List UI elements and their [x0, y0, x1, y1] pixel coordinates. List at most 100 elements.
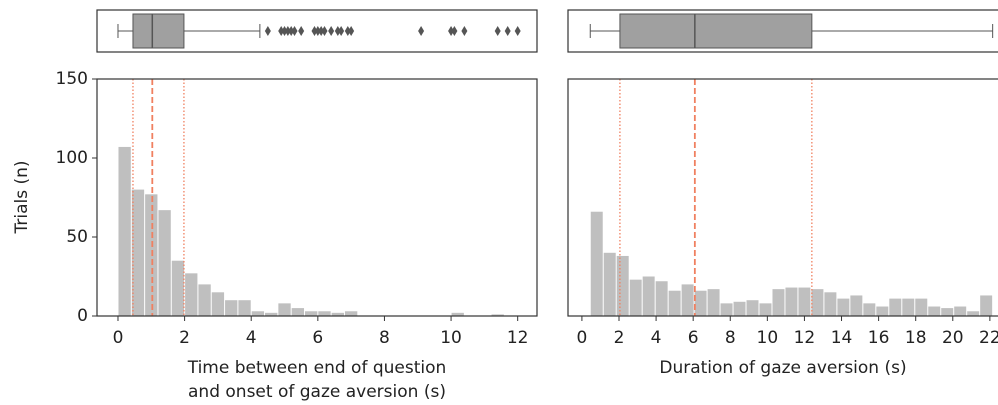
bar: [305, 311, 318, 316]
bar: [185, 273, 198, 316]
outlier: [334, 26, 341, 36]
y-axis-label: Trials (n): [12, 160, 32, 234]
bar: [889, 298, 902, 316]
bar: [238, 300, 251, 316]
outlier: [318, 26, 325, 36]
bar: [198, 284, 211, 316]
x-tick-label: 20: [942, 328, 964, 348]
outlier: [284, 26, 291, 36]
plot-frame: [96, 78, 538, 317]
bar: [824, 292, 837, 316]
bar: [798, 287, 811, 316]
bar: [915, 298, 928, 316]
bar: [331, 312, 344, 316]
bar: [158, 210, 171, 316]
bar: [980, 295, 993, 316]
x-tick-label: 14: [831, 328, 853, 348]
outlier: [281, 26, 288, 36]
x-axis-label: Duration of gaze aversion (s): [659, 358, 906, 378]
bar: [145, 194, 158, 316]
box: [132, 13, 185, 49]
bar: [954, 306, 967, 316]
box-frame: [96, 9, 538, 53]
outlier: [288, 26, 295, 36]
outlier: [418, 26, 425, 36]
bar: [811, 289, 824, 316]
bar: [642, 276, 655, 316]
x-tick-label: 8: [379, 328, 390, 348]
x-tick-label: 10: [440, 328, 462, 348]
bar: [902, 298, 915, 316]
outlier: [338, 26, 345, 36]
outlier: [504, 26, 511, 36]
bar: [225, 300, 238, 316]
bar: [451, 312, 464, 316]
y-tick-label: 50: [66, 227, 88, 247]
bar: [837, 298, 850, 316]
outlier: [291, 26, 298, 36]
bar: [278, 303, 291, 316]
y-tick-label: 150: [56, 69, 88, 89]
bar: [785, 287, 798, 316]
outlier: [348, 26, 355, 36]
bar: [251, 311, 265, 316]
bar: [941, 308, 954, 316]
box-frame: [567, 9, 998, 53]
bar: [681, 284, 694, 316]
bar: [772, 289, 785, 316]
bar: [928, 306, 941, 316]
x-tick-label: 2: [614, 328, 625, 348]
bar: [131, 189, 145, 316]
x-tick-label: 22: [979, 328, 998, 348]
x-tick-label: 16: [868, 328, 890, 348]
bar: [746, 300, 759, 316]
x-tick-label: 4: [651, 328, 662, 348]
x-tick-label: 10: [757, 328, 779, 348]
plot-frame: [567, 78, 998, 317]
bar: [590, 211, 603, 316]
outlier: [461, 26, 468, 36]
bar: [318, 311, 331, 316]
outlier: [278, 26, 285, 36]
bar: [759, 303, 772, 316]
bar: [694, 290, 707, 316]
bar: [876, 306, 889, 316]
x-axis-label: and onset of gaze aversion (s): [188, 382, 446, 402]
x-tick-label: 8: [725, 328, 736, 348]
outlier: [311, 26, 318, 36]
x-tick-label: 12: [794, 328, 816, 348]
bar: [629, 279, 642, 316]
x-tick-label: 4: [246, 328, 257, 348]
bar: [171, 260, 185, 316]
bar: [344, 311, 358, 316]
x-tick-label: 6: [312, 328, 323, 348]
bar: [291, 308, 305, 316]
bar: [967, 311, 980, 316]
bar: [211, 292, 225, 316]
outlier: [344, 26, 351, 36]
outlier: [321, 26, 328, 36]
x-tick-label: 2: [179, 328, 190, 348]
bar: [668, 290, 681, 316]
outlier: [298, 26, 305, 36]
outlier: [451, 26, 458, 36]
bar: [603, 252, 616, 316]
x-tick-label: 12: [507, 328, 529, 348]
bar: [118, 146, 131, 316]
outlier: [264, 26, 271, 36]
y-tick-label: 0: [77, 306, 88, 326]
bar: [733, 301, 746, 316]
bar: [616, 255, 629, 316]
bar: [491, 314, 504, 316]
bar: [655, 281, 668, 316]
bar: [720, 303, 733, 316]
outlier: [494, 26, 501, 36]
bar: [863, 303, 876, 316]
y-tick-label: 100: [56, 148, 88, 168]
bar: [707, 289, 720, 316]
x-tick-label: 0: [113, 328, 124, 348]
bar: [850, 295, 863, 316]
box: [619, 13, 813, 49]
